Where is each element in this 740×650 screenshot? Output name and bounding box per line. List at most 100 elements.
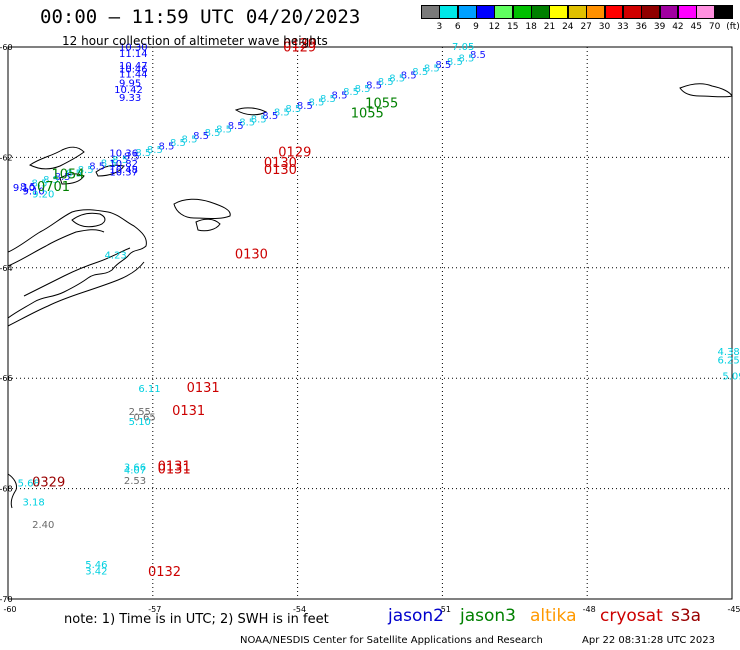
color-scale-label: 70 <box>708 22 721 32</box>
color-swatch <box>476 5 495 19</box>
color-swatch <box>641 5 661 19</box>
pass-time-label: 0329 <box>32 475 65 490</box>
coastline-south-orkney <box>679 83 733 98</box>
lon-tick-label: -57 <box>148 605 161 614</box>
coastline-clarence <box>195 218 221 232</box>
swh-value: 5.68 <box>18 478 40 489</box>
lon-tick-label: -60 <box>3 605 16 614</box>
lon-tick-label: -48 <box>583 605 596 614</box>
pass-time-label: 0129 <box>278 145 311 160</box>
lat-tick-label: -68 <box>0 485 13 494</box>
color-scale-label: (ft) <box>726 22 740 32</box>
swh-value: 4.38 <box>718 347 740 358</box>
generated-timestamp: Apr 22 08:31:28 UTC 2023 <box>582 635 715 646</box>
graticule <box>8 47 732 599</box>
track-trail-mark: 8.5 <box>378 77 394 88</box>
swh-value: 11.14 <box>119 49 148 60</box>
coastline-inner <box>7 229 131 297</box>
color-swatch <box>622 5 642 19</box>
track-trail-mark: 8.5 <box>43 175 59 186</box>
swh-value: 10.42 <box>114 85 143 96</box>
track-trail-mark: 8.5 <box>389 74 405 85</box>
color-swatch <box>439 5 459 19</box>
track-trail-mark: 8.5 <box>343 87 359 98</box>
lon-tick-label: -51 <box>438 605 451 614</box>
swh-value: 10.30 <box>119 42 148 53</box>
track-trail-mark: 8.5 <box>332 91 348 102</box>
track-trail-mark: 8.5 <box>228 121 244 132</box>
credit-line: NOAA/NESDIS Center for Satellite Applica… <box>240 635 543 646</box>
lat-tick-label: -62 <box>0 153 13 162</box>
color-swatch <box>604 5 624 19</box>
latitude-labels: -60 -62 -64 -66 -68 -70 <box>0 43 13 604</box>
swh-value: 9.20 <box>32 190 54 201</box>
track-trail-mark: 8.5 <box>182 135 198 146</box>
track-trail-mark: 8.5 <box>470 50 486 61</box>
swh-value: 3.42 <box>85 567 107 578</box>
swh-value: 2.40 <box>32 520 54 531</box>
track-trail-mark: 8.5 <box>308 97 324 108</box>
pass-time-label: 0130 <box>264 156 297 171</box>
track-trail-mark: 8.5 <box>66 168 82 179</box>
track-trail-mark: 8.5 <box>262 111 278 122</box>
swh-value: 0.65 <box>133 413 155 424</box>
swh-value: 7.05 <box>452 42 474 53</box>
track-trail-mark: 8.5 <box>274 108 290 119</box>
color-swatch <box>421 5 440 19</box>
track-trail-mark: 8.5 <box>251 114 267 125</box>
lat-tick-label: -60 <box>0 43 13 52</box>
pass-time-label: 0129 <box>283 40 316 55</box>
track-trail-mark: 8.5 <box>458 53 474 64</box>
map-frame <box>7 46 733 600</box>
color-swatch <box>677 5 697 19</box>
track-trail-mark: 8.5 <box>89 162 105 173</box>
swh-value: 5.09 <box>722 371 740 382</box>
track-trail-mark: 8.5 <box>239 118 255 129</box>
legend-s3a: s3a <box>671 606 702 626</box>
track-trail-mark: 8.5 <box>147 145 163 156</box>
swh-value: 2.53 <box>124 476 146 487</box>
color-scale-label: 39 <box>653 22 666 32</box>
pass-time-label: 0131 <box>187 381 220 396</box>
track-trail-mark: 8.5 <box>112 155 128 166</box>
chart-subtitle: 12 hour collection of altimeter wave hei… <box>62 34 328 48</box>
color-scale-label: 21 <box>543 22 556 32</box>
color-swatch <box>586 5 606 19</box>
color-scale-label: 12 <box>488 22 501 32</box>
coastline-coast-lower <box>7 261 145 327</box>
swh-value: 3.18 <box>22 498 44 509</box>
swh-value: 9.10 <box>13 183 35 194</box>
color-swatch <box>567 5 587 19</box>
pass-time-label: 0129 <box>283 37 316 52</box>
swh-value: 4.23 <box>105 250 127 261</box>
swh-value: 3.66 <box>124 462 146 473</box>
swh-value: 10.46 <box>119 64 148 75</box>
track-trail-mark: 8.5 <box>216 124 232 135</box>
pass-time-label: 1054 <box>51 167 84 182</box>
track-trail-mark: 8.5 <box>78 165 94 176</box>
coastline-peninsula <box>7 209 147 319</box>
footnote: note: 1) Time is in UTC; 2) SWH is in fe… <box>64 612 329 627</box>
coastline-islands-2 <box>95 164 125 177</box>
track-trail-mark: 8.5 <box>20 182 36 193</box>
track-trail-mark: 8.5 <box>297 101 313 112</box>
color-scale-label: 24 <box>562 22 574 32</box>
pass-time-label: 0701 <box>37 180 70 195</box>
pass-time-label: 0131 <box>172 404 205 419</box>
pass-time-label: 0130 <box>264 163 297 178</box>
color-scale-label: 42 <box>672 22 684 32</box>
swh-value: 9.95 <box>119 79 141 90</box>
lon-tick-label: -54 <box>293 605 306 614</box>
coastline-islands-1 <box>59 173 85 185</box>
track-trail-mark: 8.5 <box>320 94 336 105</box>
track-trail-mark: 8.5 <box>412 67 428 78</box>
legend-cryosat: cryosat <box>600 606 663 626</box>
swh-value: 10.82 <box>109 159 138 170</box>
longitude-labels: -60 -57 -54 -51 -48 -45 <box>3 605 740 614</box>
track-trail-mark: 8.5 <box>124 152 140 163</box>
swh-value: 11.44 <box>119 69 148 80</box>
track-trail-mark: 8.5 <box>401 70 417 81</box>
pass-time-label: 0131 <box>158 459 191 474</box>
swh-value: 4.07 <box>124 466 146 477</box>
color-swatch <box>531 5 550 19</box>
